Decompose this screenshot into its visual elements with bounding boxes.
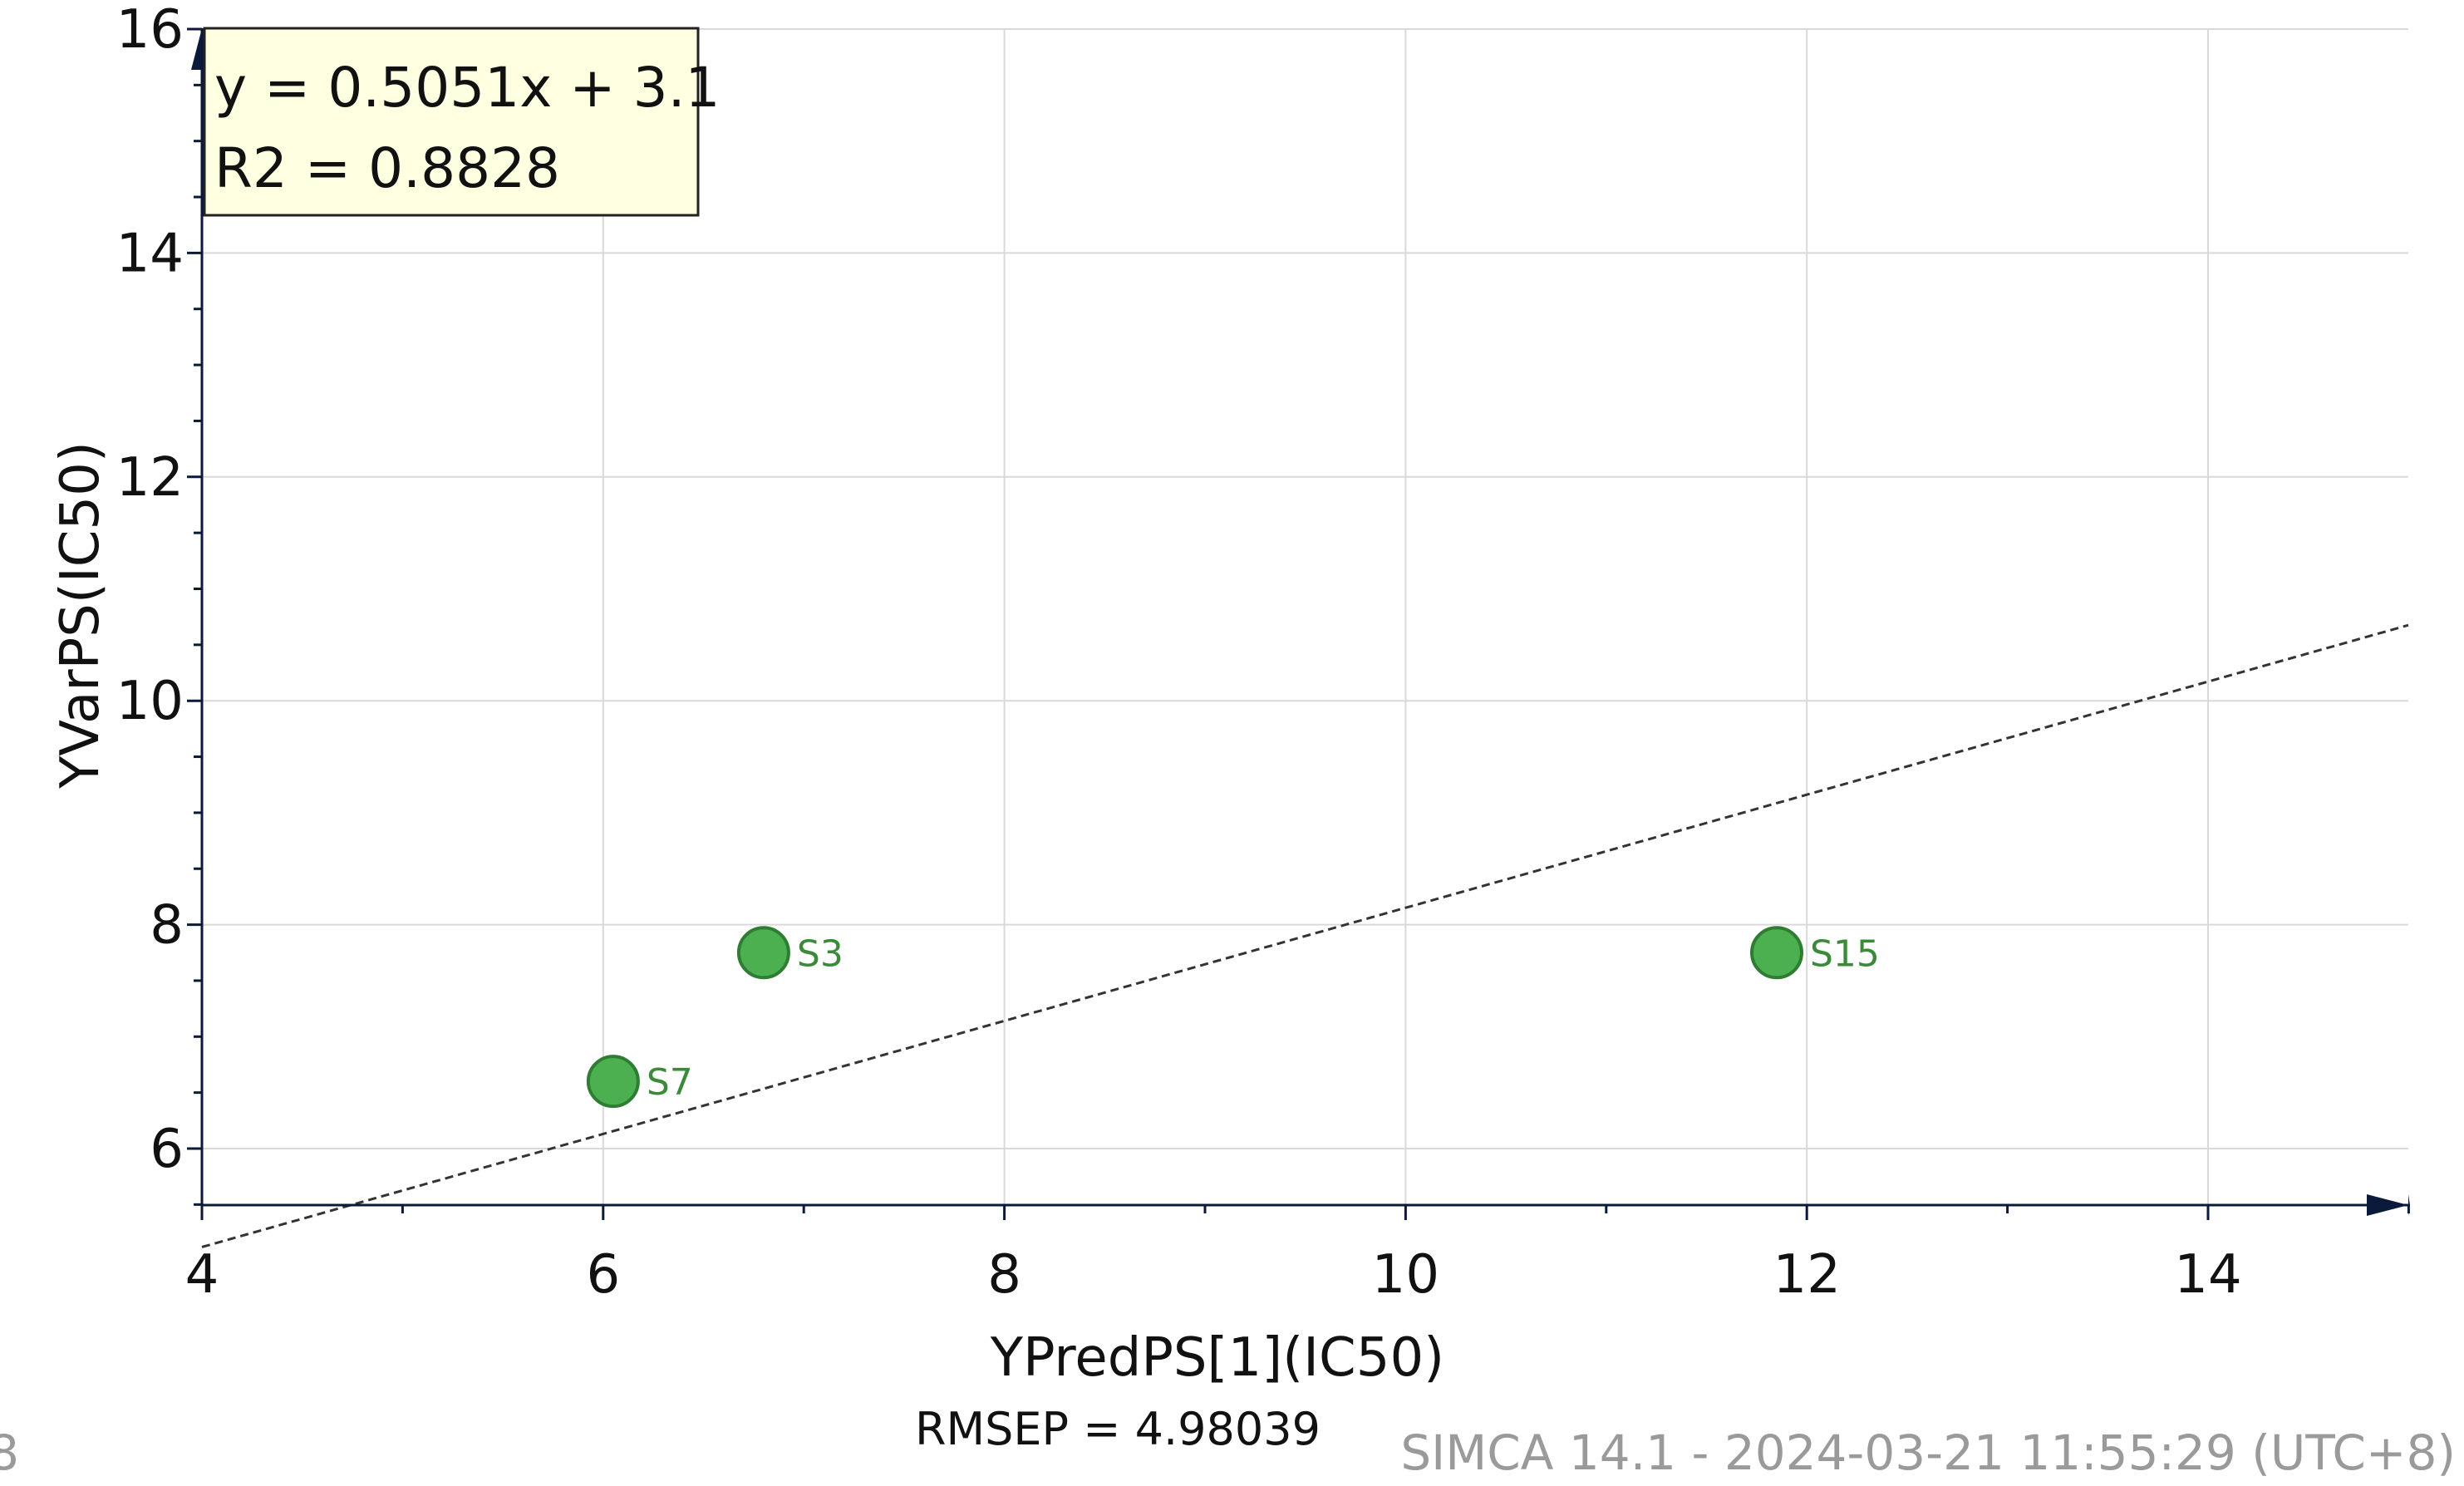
regression-equation-box: y = 0.5051x + 3.1 R2 = 0.8828 [203,27,721,217]
footer-left-fragment: 8 [0,1424,19,1481]
points-layer: S7S3S15S10S19 [586,926,1880,1109]
rmsep-value: RMSEP = 4.98039 [915,1403,1321,1455]
data-point-s3[interactable] [736,926,790,980]
point-label-s15: S15 [1810,932,1880,975]
x-tick-label: 10 [1372,1244,1439,1306]
y-tick-label: 16 [116,0,184,61]
y-tick-label: 6 [150,1119,184,1180]
x-axis-arrowhead [2367,1194,2408,1216]
data-point-s15[interactable] [1749,926,1803,980]
footer-software-timestamp: SIMCA 14.1 - 2024-03-21 11:55:29 (UTC+8) [1400,1424,2456,1481]
axes-layer [191,28,2410,1216]
data-point-s7[interactable] [586,1055,640,1109]
x-tick-label: 6 [586,1244,620,1306]
x-tick-label: 14 [2174,1244,2241,1306]
y-tick-label: 14 [116,223,184,284]
regression-line [201,623,2409,1248]
y-axis-title: YVarPS(IC50) [50,441,111,790]
x-tick-label: 4 [185,1244,219,1306]
regression-layer [201,623,2409,1248]
point-label-s3: S3 [797,932,843,975]
x-tick-label: 8 [987,1244,1021,1306]
x-tick-label: 12 [1773,1244,1840,1306]
point-label-s7: S7 [647,1061,693,1104]
regression-equation: y = 0.5051x + 3.1 [214,56,721,120]
y-tick-label: 12 [116,447,184,509]
y-tick-label: 10 [116,671,184,732]
equation-box-background [203,27,700,217]
ticks-layer: 4681012141618202224681012141618202224 [116,0,2410,1306]
y-tick-label: 8 [150,895,184,957]
r2-value: R2 = 0.8828 [214,136,560,200]
x-axis-title: YPredPS[1](IC50) [990,1327,1444,1389]
